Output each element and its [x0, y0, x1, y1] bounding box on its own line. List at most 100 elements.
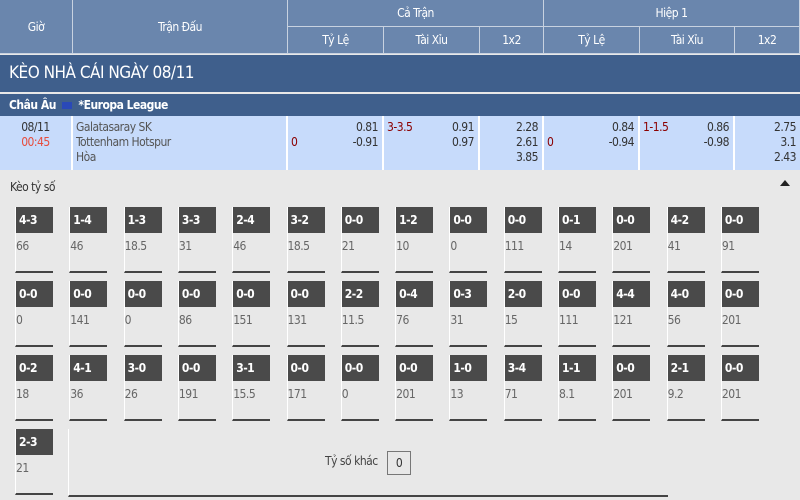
score-cell[interactable]: 1-0 13 — [449, 355, 488, 421]
score-label: 0-0 — [504, 207, 542, 233]
h1-1x2-home[interactable]: 2.75 — [773, 120, 797, 134]
score-label: 0-4 — [396, 281, 434, 307]
score-cell[interactable]: 0-0 111 — [503, 207, 542, 273]
score-cell[interactable]: 1-3 18.5 — [123, 207, 162, 273]
score-cell[interactable]: 3-1 15.5 — [232, 355, 271, 421]
ft-1x2-home[interactable]: 2.28 — [515, 120, 539, 134]
score-cell[interactable]: 0-0 86 — [177, 281, 216, 347]
score-cell[interactable]: 0-3 31 — [449, 281, 488, 347]
score-cell[interactable]: 4-0 56 — [666, 281, 705, 347]
other-score-value[interactable]: 0 — [387, 451, 411, 475]
score-label: 3-0 — [124, 355, 162, 381]
ft-ou-under[interactable]: 0.97 — [451, 135, 475, 149]
score-label: 0-0 — [721, 207, 759, 233]
h1-hdp-away[interactable]: -0.94 — [608, 135, 635, 149]
score-cell[interactable]: 0-0 191 — [177, 355, 216, 421]
h1-1x2-away[interactable]: 3.1 — [780, 135, 796, 149]
score-odds: 141 — [70, 313, 90, 327]
h1-1x2[interactable]: 2.75 3.1 2.43 — [735, 116, 800, 170]
ft-1x2-draw[interactable]: 3.85 — [515, 150, 539, 164]
ft-ou-over[interactable]: 0.91 — [451, 120, 475, 134]
score-odds: 46 — [70, 239, 84, 253]
score-cell[interactable]: 1-1 8.1 — [558, 355, 596, 421]
score-cell[interactable]: 0-0 141 — [69, 281, 108, 347]
score-cell[interactable]: 4-4 121 — [612, 281, 651, 347]
score-cell[interactable]: 1-4 46 — [69, 207, 108, 273]
score-cell[interactable]: 0-0 111 — [558, 281, 596, 347]
score-cell[interactable]: 2-1 9.2 — [666, 355, 705, 421]
score-cell[interactable]: 0-0 91 — [720, 207, 759, 273]
score-cell[interactable]: 4-1 36 — [69, 355, 108, 421]
score-label: 0-0 — [341, 355, 379, 381]
ft-hdp-home[interactable]: 0.81 — [355, 120, 379, 134]
score-cell[interactable]: 0-0 171 — [286, 355, 325, 421]
h1-hdp-home[interactable]: 0.84 — [611, 120, 635, 134]
match-teams[interactable]: Galatasaray SK Tottenham Hotspur Hòa — [73, 116, 288, 170]
col-h1-tai-xiu: Tài Xỉu — [640, 27, 735, 54]
score-cell[interactable]: 0-0 0 — [15, 281, 53, 347]
match-date: 08/11 — [21, 120, 50, 134]
h1-over-under[interactable]: 1-1.5 0.86 -0.98 — [640, 116, 735, 170]
ft-1x2-away[interactable]: 2.61 — [515, 135, 539, 149]
score-label: 0-0 — [721, 281, 759, 307]
score-cell[interactable]: 3-3 31 — [177, 207, 216, 273]
score-cell[interactable]: 0-0 201 — [612, 207, 651, 273]
score-label: 0-0 — [613, 207, 651, 233]
score-cell[interactable]: 0-0 0 — [123, 281, 162, 347]
h1-ou-over[interactable]: 0.86 — [706, 120, 730, 134]
ft-over-under[interactable]: 3-3.5 0.91 0.97 — [384, 116, 480, 170]
h1-ou-under[interactable]: -0.98 — [703, 135, 730, 149]
score-label: 4-4 — [613, 281, 651, 307]
score-odds: 8.1 — [559, 387, 575, 401]
score-cell[interactable]: 0-0 151 — [232, 281, 271, 347]
score-odds: 201 — [613, 387, 633, 401]
score-odds: 21 — [341, 239, 355, 253]
score-odds: 36 — [70, 387, 84, 401]
score-cell[interactable]: 0-0 0 — [449, 207, 488, 273]
score-cell[interactable]: 3-0 26 — [123, 355, 162, 421]
score-label: 0-0 — [178, 281, 216, 307]
score-odds: 13 — [450, 387, 464, 401]
score-cell[interactable]: 2-4 46 — [232, 207, 271, 273]
score-label: 0-0 — [287, 355, 325, 381]
score-cell[interactable]: 3-2 18.5 — [286, 207, 325, 273]
score-label: 2-2 — [341, 281, 379, 307]
score-label: 4-0 — [667, 281, 705, 307]
score-cell[interactable]: 0-2 18 — [15, 355, 53, 421]
score-cell[interactable]: 0-0 201 — [720, 355, 759, 421]
score-cell[interactable]: 0-1 14 — [558, 207, 596, 273]
score-label: 0-0 — [396, 355, 434, 381]
score-cell[interactable]: 4-2 41 — [666, 207, 705, 273]
draw-label: Hòa — [76, 150, 96, 164]
score-cell[interactable]: 2-3 21 — [15, 429, 53, 495]
score-cell[interactable]: 0-0 201 — [720, 281, 759, 347]
league-name: *Europa League — [78, 98, 168, 112]
score-cell[interactable]: 2-2 11.5 — [340, 281, 379, 347]
score-label: 3-1 — [233, 355, 271, 381]
score-cell[interactable]: 3-4 71 — [503, 355, 542, 421]
ft-hdp-line: 0 — [291, 135, 298, 149]
score-cell[interactable]: 0-0 201 — [395, 355, 434, 421]
ft-hdp-away[interactable]: -0.91 — [352, 135, 379, 149]
league-row[interactable]: Châu Âu *Europa League — [0, 94, 800, 116]
score-cell[interactable]: 1-2 10 — [395, 207, 434, 273]
score-odds: 111 — [504, 239, 525, 253]
ft-1x2[interactable]: 2.28 2.61 3.85 — [480, 116, 544, 170]
ft-handicap[interactable]: 0 0.81 -0.91 — [288, 116, 384, 170]
score-cell[interactable]: 0-4 76 — [395, 281, 434, 347]
h1-handicap[interactable]: 0 0.84 -0.94 — [544, 116, 640, 170]
score-cell[interactable]: 0-0 201 — [612, 355, 651, 421]
score-label: 0-0 — [124, 281, 162, 307]
score-label: 4-3 — [16, 207, 53, 233]
score-cell[interactable]: 0-0 0 — [340, 355, 379, 421]
score-label: 2-1 — [667, 355, 705, 381]
triangle-up-icon[interactable] — [780, 180, 790, 186]
h1-1x2-draw[interactable]: 2.43 — [773, 150, 797, 164]
score-cell[interactable]: 0-0 131 — [286, 281, 325, 347]
score-label: 0-0 — [287, 281, 325, 307]
score-label: 0-0 — [721, 355, 759, 381]
score-cell[interactable]: 0-0 21 — [340, 207, 379, 273]
other-score-label: Tỷ số khác — [325, 454, 378, 468]
score-cell[interactable]: 2-0 15 — [503, 281, 542, 347]
score-cell[interactable]: 4-3 66 — [15, 207, 53, 273]
